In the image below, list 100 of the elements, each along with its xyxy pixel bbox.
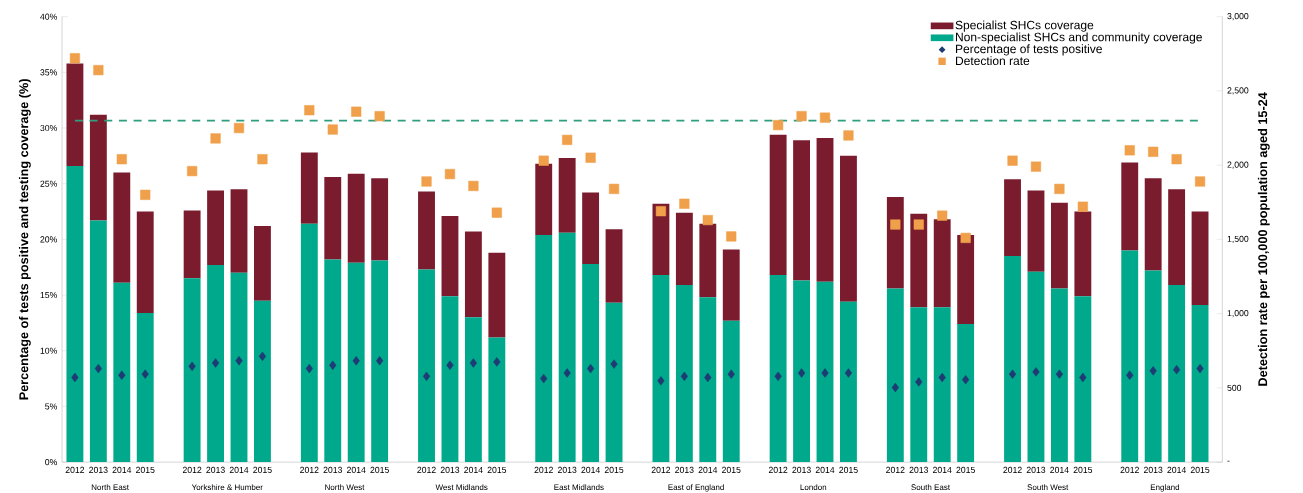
- point: [1173, 364, 1181, 375]
- bar: [699, 297, 717, 462]
- x-tick-label: 2015: [253, 466, 272, 473]
- bar: [324, 176, 342, 260]
- point: [726, 231, 737, 242]
- bar: [652, 274, 670, 462]
- x-tick-label: 2012: [651, 466, 671, 473]
- bar: [722, 249, 740, 321]
- x-tick-label: 2012: [768, 466, 788, 473]
- bar: [675, 212, 693, 285]
- y-tick-label: 20%: [40, 236, 57, 243]
- bar: [582, 263, 600, 462]
- bar: [933, 307, 951, 462]
- bar: [1004, 179, 1021, 256]
- point: [819, 112, 831, 123]
- bar: [1168, 284, 1186, 462]
- point: [1032, 367, 1040, 377]
- x-tick-label: 2012: [182, 466, 202, 473]
- point: [187, 165, 198, 176]
- bar: [207, 264, 224, 462]
- point: [1054, 183, 1065, 194]
- x-tick-label: 2012: [300, 466, 319, 473]
- bar: [769, 274, 787, 462]
- point: [116, 153, 127, 165]
- bar: [558, 232, 576, 462]
- point: [351, 106, 362, 117]
- bar: [1168, 189, 1186, 285]
- bar: [207, 190, 224, 265]
- x-tick-label: 2013: [323, 466, 343, 473]
- x-tick-label: 2012: [65, 466, 85, 473]
- x-tick-label: 2012: [886, 466, 905, 473]
- point: [1194, 176, 1206, 187]
- text: North West: [325, 483, 365, 490]
- bar: [840, 155, 857, 302]
- y2-axis-title: Detection rate per 100,000 population aged 15-24: [1257, 92, 1270, 386]
- bar: [886, 196, 904, 289]
- bar: [464, 231, 482, 318]
- bar: [910, 307, 928, 462]
- text: Yorkshire & Humber: [191, 483, 263, 490]
- point: [727, 369, 735, 379]
- bar: [66, 165, 84, 462]
- point: [1196, 363, 1204, 374]
- bar: [1144, 270, 1162, 462]
- point: [655, 205, 666, 217]
- bar: [66, 63, 84, 166]
- x-tick-label: 2013: [1143, 466, 1163, 473]
- x-tick-label: 2013: [792, 466, 811, 473]
- point: [843, 130, 854, 141]
- y-tick-label: 35%: [40, 69, 57, 76]
- point: [446, 360, 454, 370]
- bar: [535, 234, 553, 462]
- bar: [816, 281, 834, 462]
- x-tick-label: 2014: [229, 466, 249, 473]
- point: [587, 363, 595, 374]
- bar: [816, 137, 834, 282]
- x-tick-label: 2014: [698, 466, 718, 473]
- point: [562, 134, 573, 145]
- bar: [136, 211, 154, 313]
- x-tick-label: 2012: [1120, 466, 1139, 473]
- bar: [840, 301, 857, 462]
- bar: [300, 152, 318, 224]
- bar: [371, 260, 389, 462]
- bar: [371, 177, 389, 261]
- x-tick-label: 2015: [136, 466, 155, 473]
- x-tick-label: 2012: [1003, 466, 1022, 473]
- bar: [230, 189, 248, 273]
- point: [1008, 369, 1017, 379]
- text: West Midlands: [435, 483, 488, 490]
- x-tick-label: 2014: [1167, 466, 1186, 473]
- bar: [699, 223, 717, 298]
- bar: [441, 295, 459, 462]
- bar: [464, 317, 482, 462]
- y-tick-label: 40%: [40, 13, 57, 20]
- bar: [113, 282, 131, 462]
- bar: [769, 134, 787, 275]
- bar: [793, 140, 811, 281]
- point: [141, 369, 149, 379]
- bar: [1050, 288, 1068, 462]
- point: [188, 361, 196, 371]
- point: [305, 363, 313, 374]
- bar: [488, 337, 506, 462]
- bar: [254, 225, 271, 301]
- bar: [89, 220, 107, 462]
- bar: [300, 223, 318, 462]
- point: [1148, 146, 1159, 157]
- point: [1149, 365, 1157, 376]
- point: [962, 374, 970, 385]
- point: [1124, 145, 1135, 156]
- point: [469, 358, 477, 368]
- point: [118, 370, 126, 380]
- bar: [347, 173, 365, 263]
- x-tick-label: 2014: [581, 466, 600, 473]
- point: [610, 359, 618, 369]
- y-tick-label: 30%: [40, 124, 57, 131]
- point: [915, 377, 923, 387]
- x-tick-label: 2015: [722, 466, 741, 473]
- point: [913, 219, 924, 230]
- legend-label: Detection rate: [956, 56, 1030, 65]
- x-tick-label: 2012: [534, 466, 553, 473]
- text: England: [1150, 483, 1180, 492]
